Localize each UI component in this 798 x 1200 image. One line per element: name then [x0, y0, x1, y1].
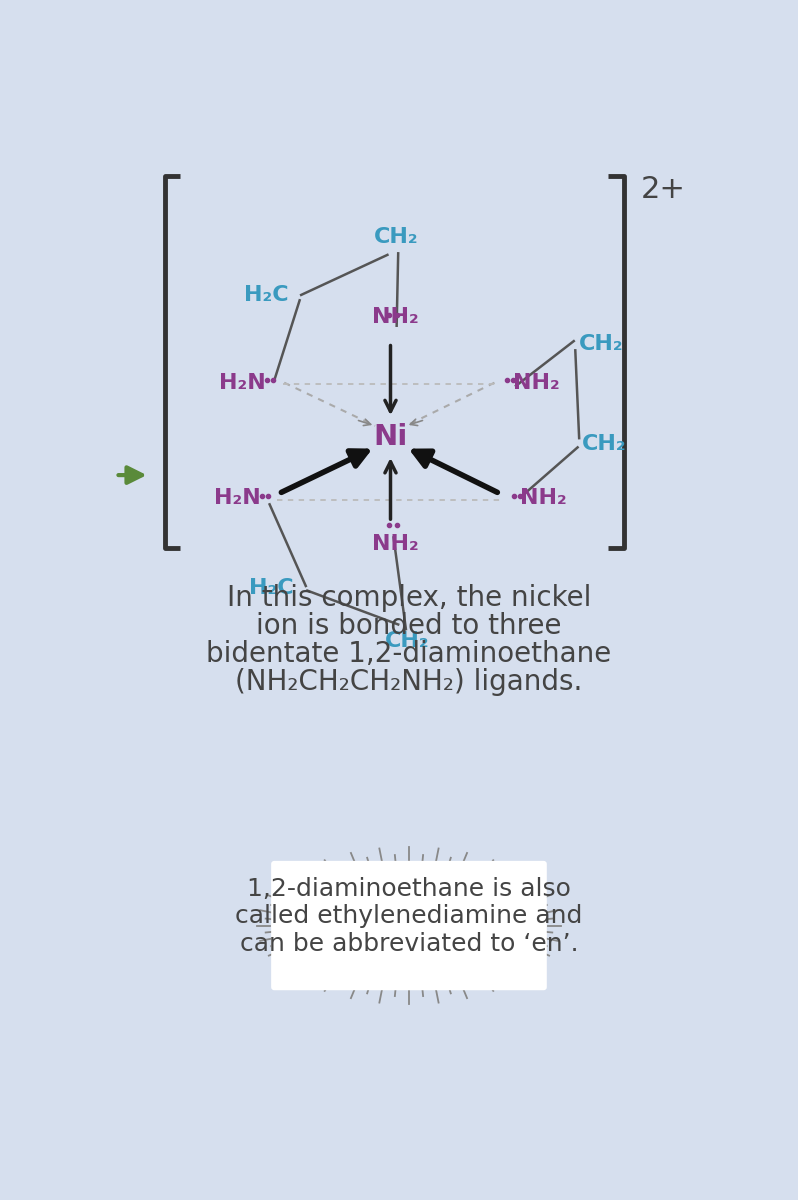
Text: H₂C: H₂C: [249, 577, 294, 598]
Text: CH₂: CH₂: [579, 334, 623, 354]
Text: CH₂: CH₂: [374, 227, 419, 247]
Text: called ethylenediamine and: called ethylenediamine and: [235, 905, 583, 929]
Text: (NH₂CH₂CH₂NH₂) ligands.: (NH₂CH₂CH₂NH₂) ligands.: [235, 667, 583, 696]
FancyArrowPatch shape: [118, 467, 142, 482]
Text: CH₂: CH₂: [385, 631, 430, 650]
Text: Ni: Ni: [373, 422, 408, 450]
Text: can be abbreviated to ‘en’.: can be abbreviated to ‘en’.: [239, 932, 579, 956]
Text: ion is bonded to three: ion is bonded to three: [256, 612, 562, 640]
FancyBboxPatch shape: [271, 860, 547, 990]
Text: H₂N: H₂N: [219, 373, 266, 392]
Text: NH₂: NH₂: [372, 307, 418, 328]
Text: H₂N: H₂N: [214, 488, 260, 508]
Text: bidentate 1,2-diaminoethane: bidentate 1,2-diaminoethane: [207, 640, 611, 668]
Text: NH₂: NH₂: [372, 534, 418, 554]
Text: NH₂: NH₂: [519, 488, 567, 508]
Text: CH₂: CH₂: [583, 434, 627, 455]
Text: In this complex, the nickel: In this complex, the nickel: [227, 584, 591, 612]
Text: NH₂: NH₂: [513, 373, 559, 392]
Text: 1,2-diaminoethane is also: 1,2-diaminoethane is also: [247, 876, 571, 900]
Text: 2+: 2+: [641, 175, 685, 204]
Text: H₂C: H₂C: [244, 284, 289, 305]
